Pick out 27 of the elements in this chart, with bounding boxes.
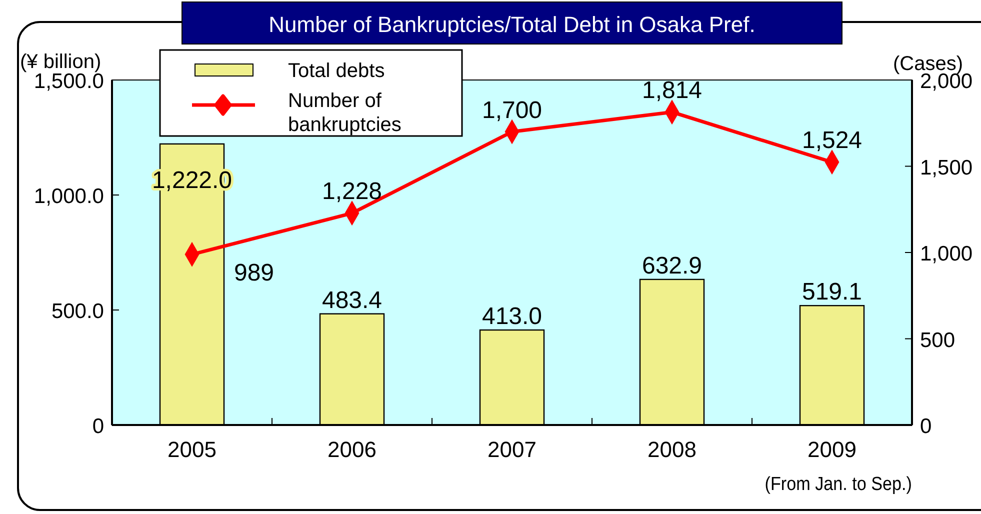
data-label: 632.9 (642, 252, 702, 280)
x-tick-label: 2007 (488, 437, 536, 462)
legend-label: Number of bankruptcies (288, 90, 402, 136)
data-label: 413.0 (482, 303, 542, 330)
data-label: 1,228 (322, 178, 382, 206)
y2-tick-label: 500 (920, 328, 956, 352)
text: (From Jan. to Sep.) (764, 473, 912, 494)
y-tick-label: 1,000.0 (34, 185, 104, 208)
data-label: 989 (234, 259, 274, 286)
chart-title: Number of Bankruptcies/Total Debt in Osaka Pref. (268, 12, 756, 37)
data-label: 1,700 (482, 96, 542, 124)
x-tick-label: 2008 (648, 437, 696, 462)
y2-tick-label: 1,500 (920, 156, 973, 180)
y-tick-label: 0 (92, 415, 104, 438)
x-tick-label: 2009 (808, 437, 856, 462)
y-axis-title: (¥ billion) (20, 51, 102, 73)
x-tick-label: 2006 (328, 437, 376, 462)
data-label: 519.1 (802, 278, 862, 306)
data-label: 1,524 (802, 127, 862, 154)
data-label: 1,814 (642, 77, 702, 104)
data-label: 483.4 (322, 286, 382, 314)
y2-axis-title: (Cases) (892, 53, 963, 75)
y2-tick-label: 1,000 (920, 242, 973, 266)
y2-tick-label: 0 (920, 415, 932, 438)
legend-label: Total debts (288, 60, 385, 82)
x-tick-label: 2005 (168, 437, 216, 462)
y-tick-label: 500.0 (51, 300, 104, 323)
